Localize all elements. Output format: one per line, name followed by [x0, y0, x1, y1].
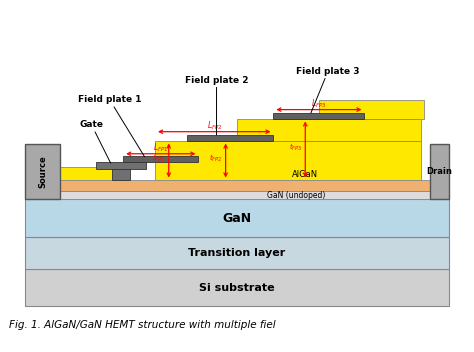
Bar — [26, 237, 448, 269]
Text: AlGaN: AlGaN — [292, 170, 319, 179]
Text: $t_{FP3}$: $t_{FP3}$ — [289, 142, 302, 153]
Bar — [319, 100, 424, 119]
Text: Field plate 1: Field plate 1 — [78, 95, 145, 157]
Text: $L_{FP3}$: $L_{FP3}$ — [311, 98, 327, 110]
Text: $L_{FP1}$: $L_{FP1}$ — [153, 142, 168, 154]
Text: Fig. 1. AlGaN/GaN HEMT structure with multiple fiel: Fig. 1. AlGaN/GaN HEMT structure with mu… — [9, 320, 276, 330]
Bar — [112, 169, 130, 181]
Text: $L_{FP2}$: $L_{FP2}$ — [207, 119, 222, 132]
Bar — [187, 135, 273, 140]
Bar — [26, 167, 119, 181]
Bar — [237, 119, 421, 140]
Bar — [430, 144, 448, 199]
Text: GaN: GaN — [222, 212, 252, 225]
Bar — [26, 144, 60, 199]
Bar — [155, 140, 421, 181]
Text: Drain: Drain — [427, 167, 452, 176]
Text: Field plate 3: Field plate 3 — [296, 67, 360, 113]
Bar — [96, 162, 146, 169]
Bar — [26, 269, 448, 306]
Bar — [26, 199, 448, 237]
Bar — [123, 156, 198, 162]
Bar — [26, 191, 448, 199]
Text: Gate: Gate — [79, 120, 110, 163]
Bar — [273, 113, 365, 119]
Text: GaN (undoped): GaN (undoped) — [267, 191, 325, 200]
Bar — [26, 181, 448, 191]
Text: Transition layer: Transition layer — [188, 248, 286, 258]
Text: Si substrate: Si substrate — [199, 283, 275, 293]
Text: Source: Source — [38, 155, 47, 188]
Text: $t_{FP2}$: $t_{FP2}$ — [209, 152, 222, 164]
Text: Field plate 2: Field plate 2 — [185, 76, 248, 135]
Text: $t_{FP1}$: $t_{FP1}$ — [152, 152, 165, 164]
